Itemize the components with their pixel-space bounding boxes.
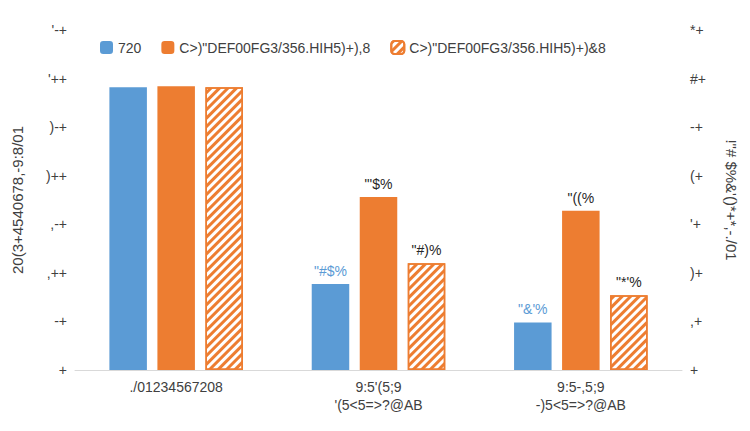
svg-text:!"# $%&'()*+*,-./01: !"# $%&'()*+*,-./01: [723, 139, 740, 260]
svg-text:)++: )++: [46, 168, 67, 184]
svg-text:"*'%: "*'%: [616, 274, 642, 290]
svg-text:+: +: [59, 362, 67, 378]
svg-text:)-+: )-+: [50, 119, 68, 135]
svg-text:,+: ,+: [690, 313, 702, 329]
svg-text:"#$%: "#$%: [314, 263, 347, 279]
svg-text:9:5'(5;9: 9:5'(5;9: [355, 379, 401, 395]
svg-text:"#)%: "#)%: [412, 242, 442, 258]
svg-text:-+: -+: [690, 119, 703, 135]
svg-text:720: 720: [118, 40, 142, 56]
svg-text:)+: )+: [690, 265, 703, 281]
svg-text:./01234567208: ./01234567208: [129, 379, 223, 395]
svg-text:9:5-,5;9: 9:5-,5;9: [557, 379, 605, 395]
svg-text:*+: *+: [690, 22, 704, 38]
svg-text:-)5<5=>?@AB: -)5<5=>?@AB: [536, 397, 626, 413]
svg-text:'(5<5=>?@AB: '(5<5=>?@AB: [334, 397, 422, 413]
svg-text:(+: (+: [690, 168, 703, 184]
svg-text:'++: '++: [48, 71, 67, 87]
svg-text:"'$%: "'$%: [365, 176, 393, 192]
svg-text:C>)"DEF00FG3/356.HIH5)+)&8: C>)"DEF00FG3/356.HIH5)+)&8: [409, 40, 606, 56]
svg-text:,++: ,++: [47, 265, 67, 281]
svg-text:,-+: ,-+: [50, 216, 67, 232]
svg-text:"&'%: "&'%: [518, 301, 547, 317]
svg-text:'+: '+: [690, 216, 701, 232]
svg-text:#+: #+: [690, 71, 706, 87]
svg-text:'-+: '-+: [51, 22, 67, 38]
svg-text:C>)"DEF00FG3/356.HIH5)+),8: C>)"DEF00FG3/356.HIH5)+),8: [179, 40, 370, 56]
svg-text:-+: -+: [54, 313, 67, 329]
svg-text:+: +: [690, 362, 698, 378]
svg-text:"((%: "((%: [567, 190, 594, 206]
svg-text:20(3+4540678,-9:8/01: 20(3+4540678,-9:8/01: [9, 126, 26, 274]
